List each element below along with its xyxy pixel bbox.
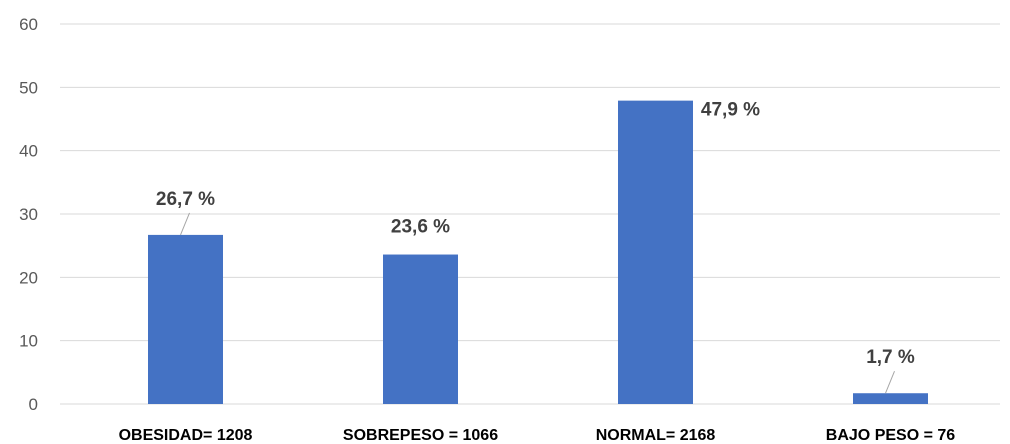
data-label: 26,7 % (156, 189, 215, 210)
y-tick-label: 40 (19, 142, 38, 161)
data-label-leader (180, 212, 190, 236)
bar (383, 254, 458, 404)
data-label: 1,7 % (866, 347, 915, 368)
bar (148, 234, 223, 404)
x-category-label: OBESIDAD= 1208 (119, 427, 253, 444)
bars (148, 100, 928, 404)
y-tick-label: 30 (19, 205, 38, 224)
x-axis-category-labels: OBESIDAD= 1208 SOBREPESO = 1066 NORMAL= 21… (119, 427, 956, 444)
data-label: 47,9 % (701, 100, 760, 121)
y-tick-label: 0 (29, 395, 38, 414)
x-category-label: BAJO PESO = 76 (826, 427, 955, 444)
bar (853, 393, 928, 404)
x-category-label: SOBREPESO = 1066 (343, 427, 498, 444)
bar (618, 100, 693, 404)
y-tick-label: 20 (19, 268, 38, 287)
y-tick-label: 50 (19, 78, 38, 97)
y-tick-label: 60 (19, 15, 38, 34)
data-labels: 26,7 % 23,6 % 47,9 % 1,7 % (156, 100, 915, 369)
data-label: 23,6 % (391, 217, 450, 238)
x-category-label: NORMAL= 2168 (596, 427, 716, 444)
y-tick-label: 10 (19, 332, 38, 351)
data-label-leaders (180, 212, 895, 394)
y-axis-tick-labels: 0 10 20 30 40 50 60 (19, 15, 38, 414)
data-label-leader (885, 371, 895, 394)
